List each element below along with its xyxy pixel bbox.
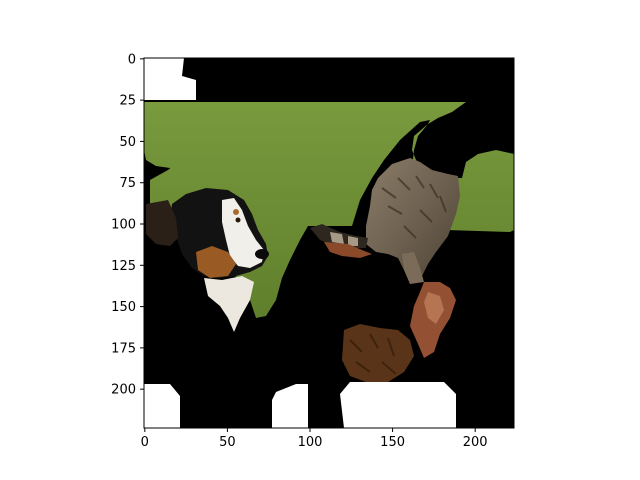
masked-image (144, 58, 514, 428)
leaf-left (324, 242, 372, 258)
cat-body (366, 158, 460, 282)
y-tick-label: 75 (119, 176, 136, 191)
white-region-top-left (144, 58, 196, 100)
cat-leg (402, 252, 424, 284)
cat-figure (310, 158, 460, 284)
x-tick-label: 200 (463, 435, 488, 450)
y-tick-label: 200 (111, 383, 136, 398)
y-axis: 0 25 50 75 100 125 150 175 200 (111, 52, 144, 398)
white-region-bottom-left (144, 384, 180, 428)
y-tick-label: 25 (119, 94, 136, 109)
x-tick-label: 50 (219, 435, 236, 450)
cat-tail-light (330, 232, 358, 246)
dog-eyebrow-tan (233, 209, 239, 215)
dog-blaze-white (222, 198, 264, 268)
y-tick-label: 150 (111, 300, 136, 315)
bark-patch-detail (349, 333, 397, 375)
dog-nose (255, 249, 269, 259)
y-tick-label: 50 (119, 135, 136, 150)
white-region-bottom-right (340, 382, 456, 428)
x-tick-label: 150 (380, 435, 405, 450)
axes-frame (143, 57, 515, 429)
y-tick-label: 0 (128, 52, 136, 67)
y-tick-label: 125 (111, 259, 136, 274)
x-axis: 0 50 100 150 200 (141, 428, 488, 450)
cat-stripes (381, 175, 447, 239)
white-region-bottom-mid (272, 384, 308, 428)
x-tick-label: 100 (298, 435, 323, 450)
dog-eye (235, 217, 241, 223)
dog-chest-white (204, 276, 254, 332)
dog-ear (146, 200, 178, 246)
dog-figure (146, 188, 269, 332)
bark-patch (342, 324, 414, 382)
y-tick-label: 175 (111, 341, 136, 356)
y-tick-label: 100 (111, 218, 136, 233)
leaf-right-light (424, 292, 444, 324)
dog-cheek-tan (196, 246, 236, 278)
x-tick-label: 0 (141, 435, 149, 450)
